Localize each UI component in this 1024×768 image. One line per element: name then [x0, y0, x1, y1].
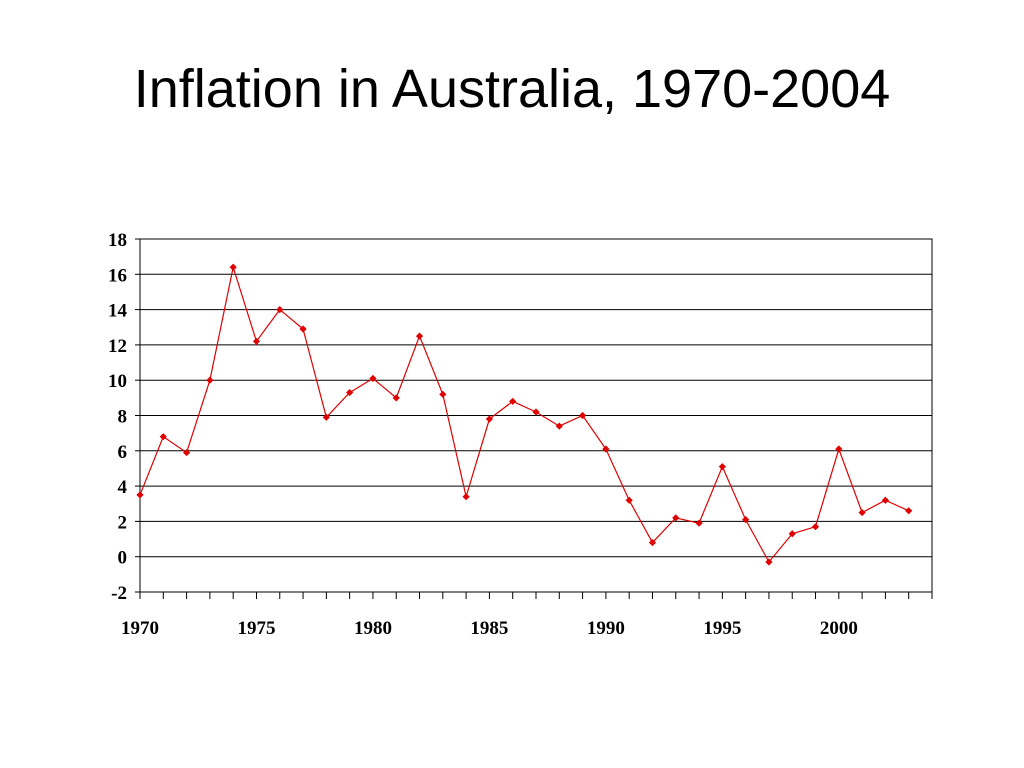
- data-point-marker: [299, 325, 307, 333]
- data-point-marker: [602, 445, 610, 453]
- x-tick-label: 1990: [587, 618, 625, 639]
- data-point-marker: [276, 306, 284, 314]
- y-tick-label: 2: [118, 512, 128, 533]
- data-point-marker: [159, 433, 167, 441]
- data-point-marker: [346, 388, 354, 397]
- y-tick-label: 16: [108, 265, 127, 286]
- data-point-marker: [532, 408, 540, 416]
- y-tick-label: 18: [108, 230, 127, 251]
- y-tick-labels: -2 0 2 4 6 8 10 12 14 16 18: [108, 230, 128, 604]
- x-tick-label: 1985: [470, 618, 508, 639]
- x-tick-labels: 1970 1975 1980 1985 1990 1995 2000: [121, 618, 858, 639]
- data-point-marker: [182, 448, 191, 457]
- data-point-marker: [742, 516, 750, 524]
- x-tick-label: 1975: [237, 618, 275, 639]
- data-point-marker: [695, 519, 703, 527]
- data-point-marker: [136, 491, 144, 499]
- data-point-marker: [229, 263, 237, 271]
- y-tick-label: 8: [118, 407, 128, 428]
- data-point-marker: [765, 558, 773, 566]
- data-point-marker: [858, 508, 866, 517]
- y-tick-label: 6: [118, 442, 128, 463]
- x-tick-label: 1980: [354, 618, 392, 639]
- series-layer: [136, 263, 913, 566]
- data-point-marker: [811, 523, 820, 531]
- data-point-marker: [788, 530, 796, 538]
- data-point-marker: [252, 337, 261, 345]
- series-line: [139, 264, 909, 564]
- y-tick-label: -2: [111, 583, 127, 604]
- data-point-marker: [625, 496, 633, 504]
- data-point-marker: [672, 514, 680, 522]
- axes: [135, 238, 933, 599]
- data-point-marker: [509, 397, 517, 405]
- data-point-marker: [555, 422, 563, 430]
- y-tick-label: 14: [108, 301, 128, 322]
- data-point-marker: [485, 415, 494, 423]
- data-point-marker: [392, 394, 400, 402]
- x-tick-label: 2000: [820, 618, 858, 639]
- data-point-marker: [439, 390, 447, 398]
- y-tick-label: 10: [108, 371, 127, 392]
- y-tick-label: 0: [118, 548, 128, 569]
- data-point-marker: [206, 376, 214, 384]
- slide-title: Inflation in Australia, 1970-2004: [133, 59, 891, 119]
- y-tick-label: 12: [108, 336, 127, 357]
- data-point-marker: [718, 463, 726, 471]
- data-point-marker: [322, 413, 330, 421]
- y-tick-label: 4: [118, 477, 128, 498]
- x-tick-label: 1995: [703, 618, 741, 639]
- data-point-marker: [415, 332, 424, 340]
- data-point-marker: [648, 538, 657, 547]
- data-point-marker: [905, 507, 913, 515]
- data-point-marker: [462, 493, 470, 501]
- data-point-marker: [835, 445, 843, 453]
- data-point-marker: [369, 374, 377, 383]
- data-point-marker: [881, 496, 890, 504]
- data-point-marker: [578, 411, 587, 420]
- x-tick-label: 1970: [121, 618, 159, 639]
